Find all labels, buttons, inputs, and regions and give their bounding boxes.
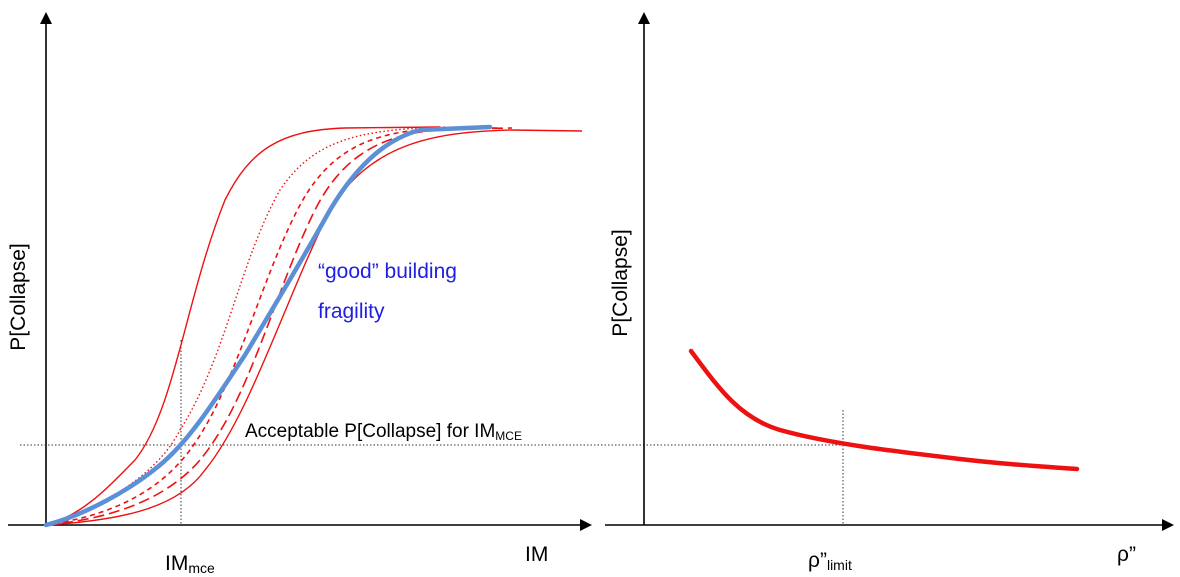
acceptable-threshold-label: Acceptable P[Collapse] for IMMCE bbox=[245, 421, 522, 443]
right-x-axis-label: ρ” bbox=[1117, 543, 1136, 566]
left-panel: P[Collapse] IM IMmce Acceptable P[Collap… bbox=[7, 12, 845, 576]
right-panel: P[Collapse] ρ” ρ”limit bbox=[605, 12, 1174, 573]
rho-limit-label: ρ”limit bbox=[808, 549, 852, 573]
fragility-curve-shortdash bbox=[45, 127, 501, 526]
acceptable-threshold-label-sub: MCE bbox=[495, 429, 522, 443]
fragility-curve-dotted bbox=[45, 126, 446, 526]
left-x-axis-label: IM bbox=[525, 543, 548, 566]
rho-limit-label-main: ρ” bbox=[808, 549, 827, 572]
fragility-curve-solid-steep bbox=[45, 126, 441, 526]
good-fragility-annotation-line1: “good” building bbox=[318, 260, 457, 283]
acceptable-threshold-label-main: Acceptable P[Collapse] for IM bbox=[245, 421, 495, 442]
left-y-axis-label: P[Collapse] bbox=[7, 243, 30, 350]
im-mce-label-sub: mce bbox=[188, 560, 215, 576]
collapse-vs-rho-curve bbox=[688, 348, 1080, 472]
fragility-curve-solid-shallow bbox=[45, 129, 583, 526]
right-y-axis-label: P[Collapse] bbox=[609, 229, 632, 336]
rho-limit-label-sub: limit bbox=[827, 557, 852, 573]
good-building-fragility-curve bbox=[43, 124, 493, 528]
im-mce-label-main: IM bbox=[165, 552, 188, 575]
fragility-curve-longdash bbox=[45, 127, 513, 526]
good-fragility-annotation-line2: fragility bbox=[318, 300, 385, 323]
im-mce-label: IMmce bbox=[165, 552, 215, 576]
